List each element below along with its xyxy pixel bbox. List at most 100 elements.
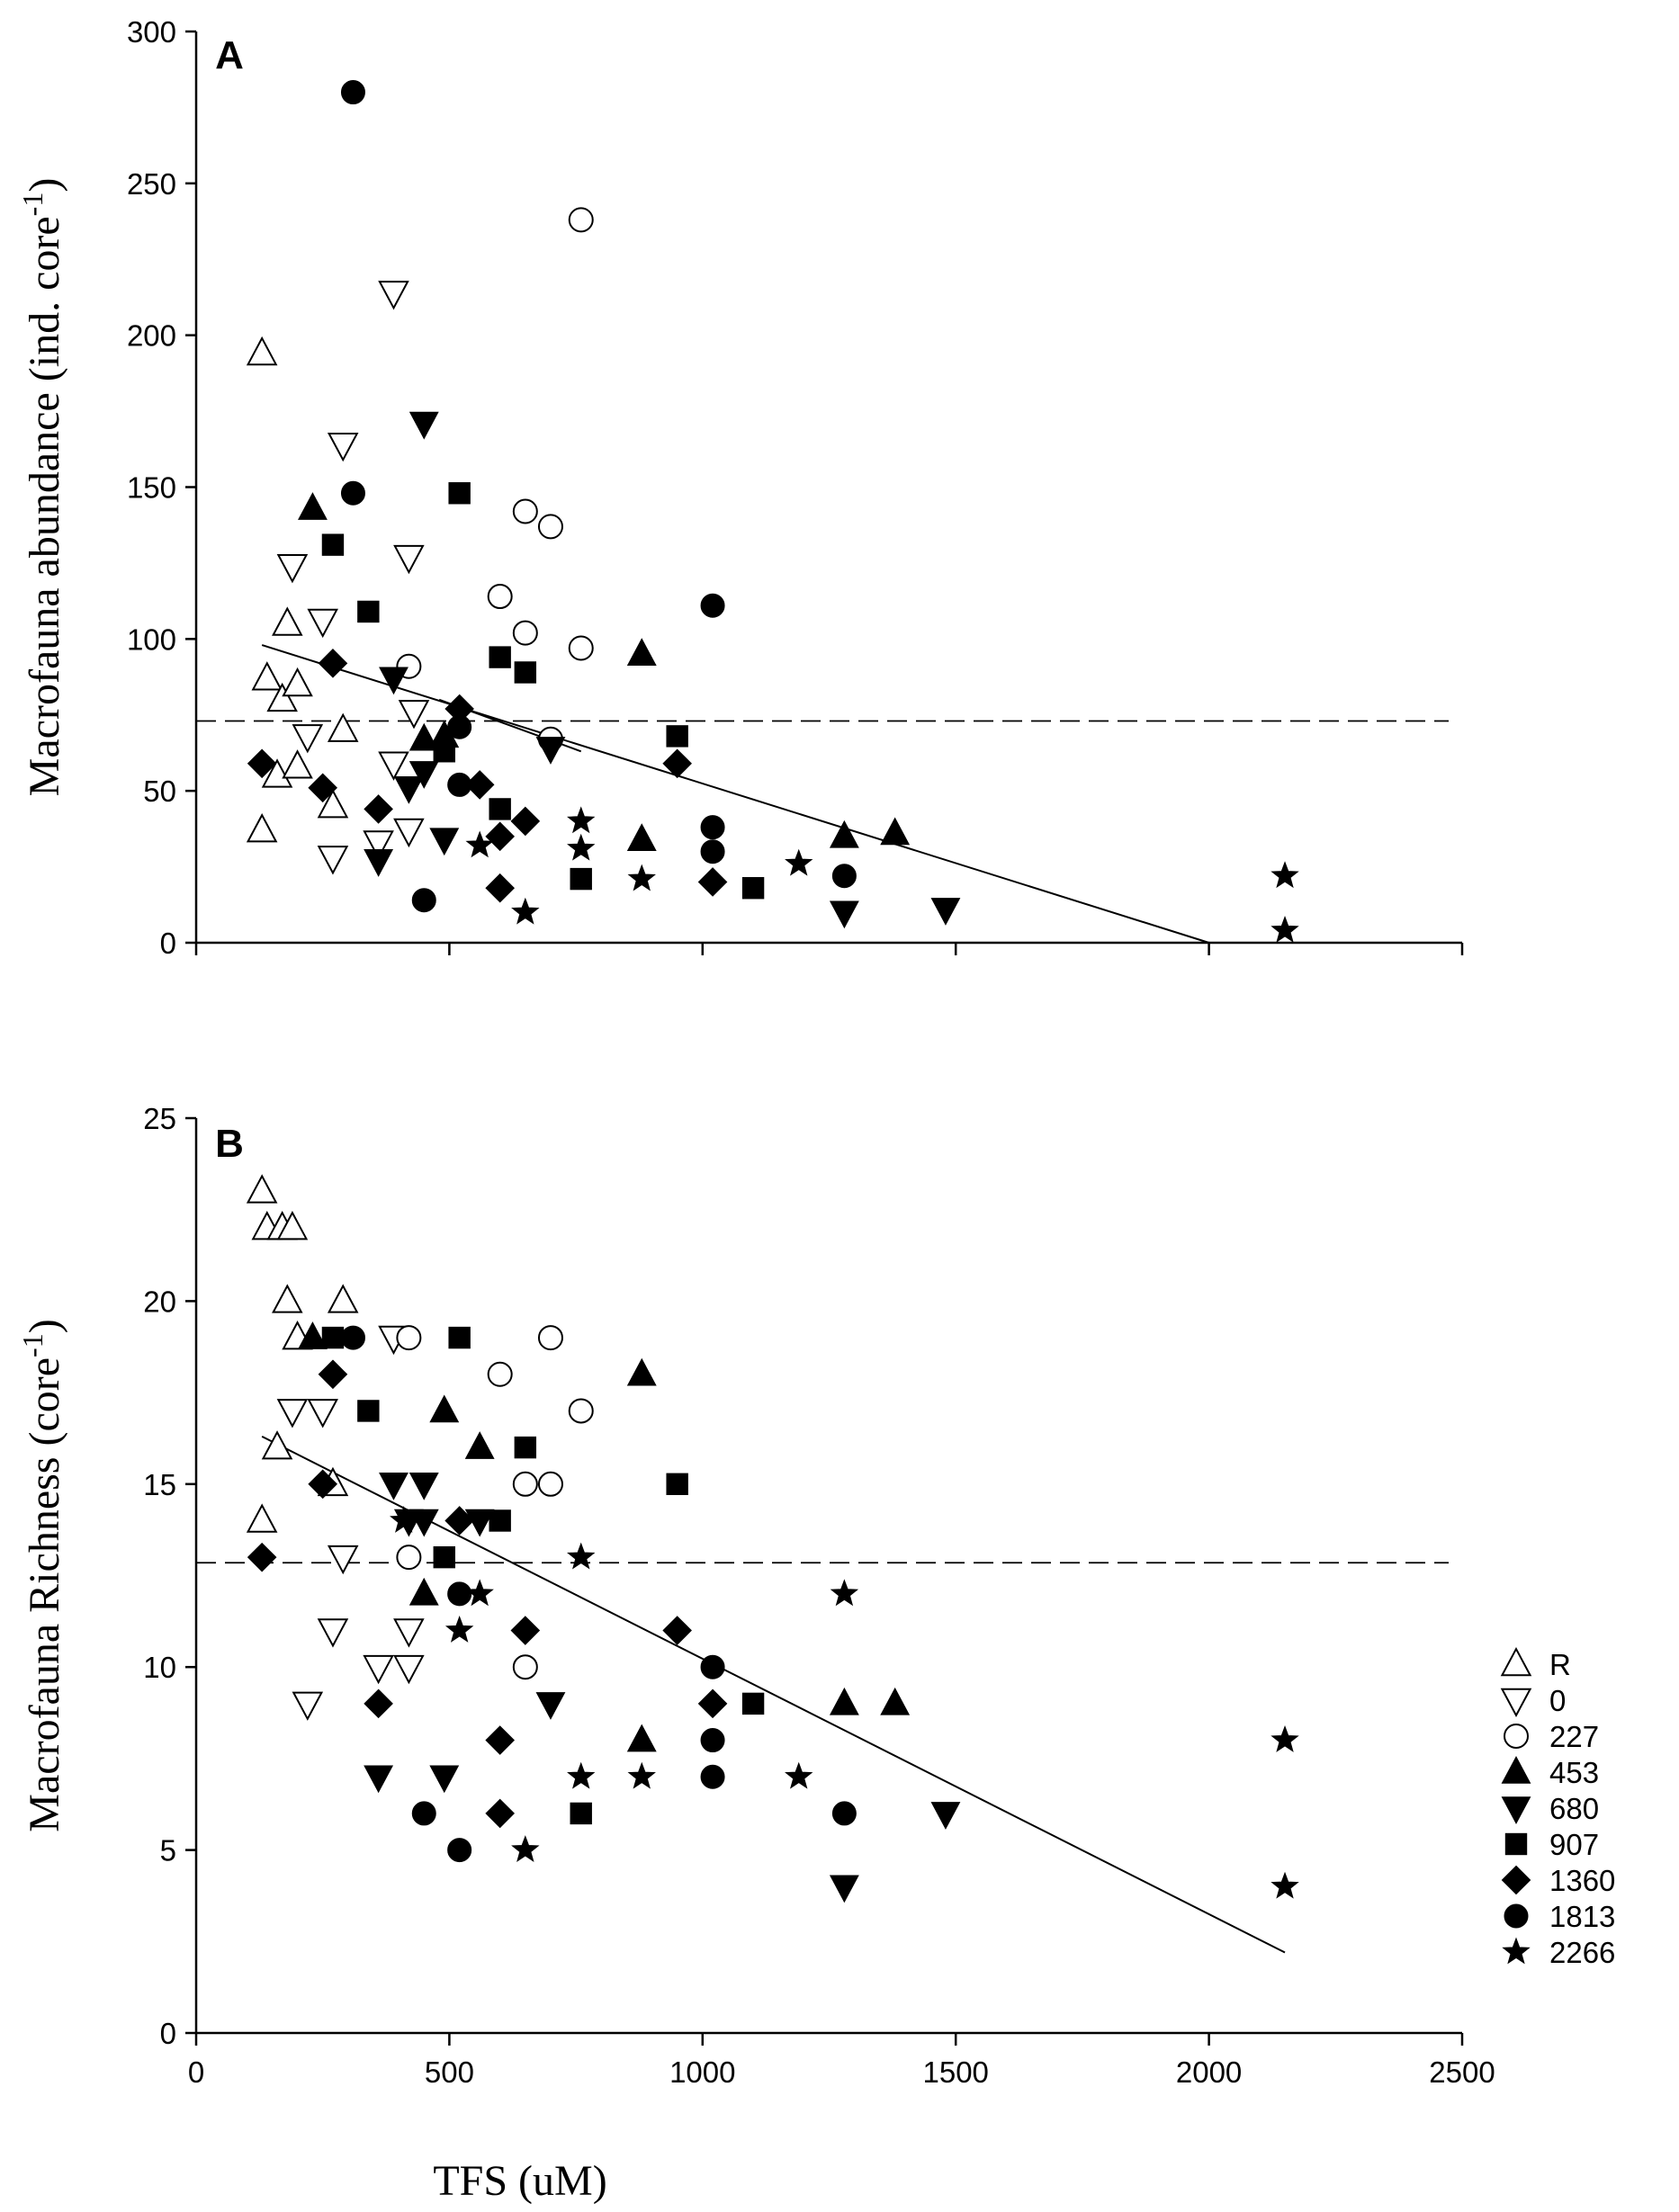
data-point bbox=[567, 806, 596, 834]
legend-entry: 453 bbox=[1501, 1756, 1599, 1789]
legend-marker bbox=[1501, 1796, 1531, 1824]
data-point bbox=[489, 798, 511, 820]
legend-label: 907 bbox=[1549, 1828, 1599, 1861]
data-point bbox=[697, 867, 728, 897]
x-axis-title: TFS (uM) bbox=[433, 2157, 606, 2205]
data-point bbox=[485, 821, 515, 852]
data-point bbox=[568, 635, 594, 661]
legend-label: 2266 bbox=[1549, 1936, 1615, 1969]
legend-marker bbox=[1500, 1688, 1532, 1718]
data-point bbox=[568, 1398, 594, 1424]
data-point bbox=[364, 1688, 393, 1719]
data-point bbox=[393, 818, 425, 848]
data-point bbox=[409, 1577, 439, 1606]
data-point bbox=[535, 737, 566, 765]
legend-marker bbox=[1504, 1724, 1529, 1749]
data-point bbox=[393, 544, 425, 575]
data-point bbox=[662, 748, 692, 779]
data-point bbox=[308, 773, 338, 803]
data-point bbox=[429, 828, 460, 856]
data-point bbox=[512, 1471, 538, 1497]
data-point bbox=[830, 1579, 859, 1607]
data-point bbox=[282, 749, 313, 779]
data-point bbox=[666, 1473, 688, 1495]
legend-entry: 907 bbox=[1504, 1828, 1599, 1861]
data-point bbox=[626, 1724, 657, 1752]
y-axis-title: Macrofauna Richness (core-1) bbox=[16, 1319, 68, 1831]
series-R bbox=[246, 336, 359, 843]
legend-entry: R bbox=[1500, 1646, 1571, 1681]
series-R bbox=[246, 1174, 359, 1533]
y-axis-title-main: Macrofauna abundance (ind. core bbox=[21, 216, 68, 796]
legend-label: 1360 bbox=[1549, 1864, 1615, 1897]
data-point bbox=[487, 584, 513, 610]
series-1813 bbox=[340, 80, 857, 913]
data-point bbox=[327, 432, 359, 462]
data-point bbox=[246, 336, 278, 366]
data-point bbox=[318, 649, 348, 678]
y-tick-label: 20 bbox=[143, 1285, 176, 1318]
data-point bbox=[396, 1325, 422, 1351]
data-point bbox=[489, 1509, 511, 1532]
data-point bbox=[246, 813, 278, 843]
series-1360 bbox=[247, 649, 728, 903]
data-point bbox=[930, 898, 961, 926]
y-tick-label: 100 bbox=[127, 622, 176, 656]
data-point bbox=[1270, 915, 1299, 943]
legend-marker bbox=[1501, 1865, 1531, 1895]
data-point bbox=[464, 1509, 495, 1537]
series-0 bbox=[276, 1325, 425, 1721]
data-point bbox=[321, 533, 345, 556]
data-point bbox=[396, 1545, 422, 1571]
panel-a: 0 50 100 150 200 250 300 A Macrofauna abundance … bbox=[16, 15, 1464, 960]
data-point bbox=[485, 873, 515, 903]
data-point bbox=[378, 281, 409, 310]
series-1360 bbox=[247, 1359, 728, 1829]
data-point bbox=[298, 492, 328, 520]
data-point bbox=[363, 1654, 394, 1685]
data-point bbox=[829, 1875, 859, 1903]
data-point bbox=[447, 714, 472, 739]
data-point bbox=[829, 819, 859, 848]
data-point bbox=[357, 1400, 380, 1422]
data-point bbox=[666, 725, 688, 748]
data-point bbox=[447, 1838, 472, 1863]
regression-line bbox=[261, 644, 1209, 944]
y-axis-title-end: ) bbox=[21, 1319, 68, 1333]
data-point bbox=[318, 1359, 348, 1390]
data-point bbox=[700, 815, 725, 840]
data-point bbox=[464, 1431, 495, 1459]
data-point bbox=[247, 748, 277, 779]
data-point bbox=[697, 1688, 728, 1719]
data-point bbox=[246, 1503, 278, 1533]
series-907 bbox=[321, 1326, 765, 1825]
legend-marker bbox=[1500, 1646, 1532, 1677]
data-point bbox=[307, 608, 338, 639]
data-point bbox=[626, 1357, 657, 1386]
y-tick-label: 300 bbox=[127, 15, 176, 49]
data-point bbox=[627, 864, 656, 891]
data-point bbox=[514, 661, 537, 684]
data-point bbox=[537, 1325, 563, 1351]
data-point bbox=[510, 1616, 541, 1645]
data-point bbox=[570, 1802, 592, 1825]
y-axis-title-main: Macrofauna Richness (core bbox=[21, 1357, 68, 1832]
data-point bbox=[627, 1761, 656, 1789]
data-point bbox=[393, 1618, 425, 1648]
legend-entry: 227 bbox=[1504, 1720, 1599, 1753]
data-point bbox=[785, 848, 813, 876]
series-227 bbox=[396, 207, 594, 752]
y-axis-title-end: ) bbox=[21, 178, 68, 193]
data-point bbox=[364, 794, 393, 824]
data-point bbox=[429, 1394, 460, 1423]
data-point bbox=[282, 667, 313, 697]
data-point bbox=[829, 1687, 859, 1715]
series-0 bbox=[276, 281, 430, 875]
data-point bbox=[448, 1326, 471, 1349]
panel-letter: B bbox=[215, 1122, 244, 1166]
y-axis-title: Macrofauna abundance (ind. core-1) bbox=[16, 178, 68, 797]
data-point bbox=[1270, 861, 1299, 889]
data-point bbox=[411, 888, 436, 913]
data-point bbox=[1270, 1725, 1299, 1752]
